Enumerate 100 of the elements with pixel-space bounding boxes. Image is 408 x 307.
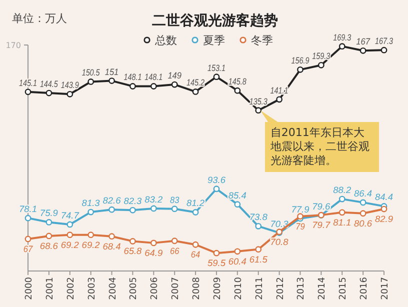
data-label: 151 xyxy=(104,66,120,77)
point xyxy=(234,248,241,255)
point xyxy=(24,88,32,96)
data-label: 77.9 xyxy=(291,204,310,214)
data-label: 83.2 xyxy=(144,194,163,204)
data-label: 69.2 xyxy=(82,240,100,250)
point xyxy=(66,90,74,98)
point xyxy=(380,46,388,54)
data-label: 64 xyxy=(190,250,201,260)
data-label: 82.9 xyxy=(375,214,393,224)
point xyxy=(46,90,52,96)
data-label: 145.2 xyxy=(186,78,210,88)
point xyxy=(66,221,74,228)
data-label: 143.9 xyxy=(60,80,84,90)
point xyxy=(192,241,199,248)
data-label: 67 xyxy=(23,244,34,254)
data-label: 80.6 xyxy=(354,218,372,228)
point xyxy=(88,208,94,216)
data-label: 144.5 xyxy=(40,79,62,90)
point xyxy=(130,206,136,214)
y-axis-title: 单位：万人 xyxy=(12,12,67,25)
data-label: 79.6 xyxy=(312,201,330,212)
point xyxy=(213,250,220,256)
data-label: 153.1 xyxy=(207,62,230,73)
point xyxy=(234,87,241,94)
point xyxy=(130,238,136,244)
point xyxy=(130,83,136,90)
text: 170 xyxy=(6,41,21,50)
data-label: 65.8 xyxy=(124,246,142,256)
point xyxy=(171,81,178,88)
x-tick-label: 2006 xyxy=(150,276,160,300)
data-label: 59.5 xyxy=(207,258,226,268)
point xyxy=(338,209,346,216)
data-label: 135.3 xyxy=(249,96,272,106)
x-tick-label: 2012 xyxy=(276,277,286,300)
data-label: 81.3 xyxy=(82,198,100,208)
data-label: 148.1 xyxy=(144,72,168,82)
data-label: 70.8 xyxy=(270,236,288,247)
x-tick-label: 2002 xyxy=(66,277,76,300)
x-tick-label: 2007 xyxy=(171,277,182,300)
legend-label: 夏季 xyxy=(203,34,225,47)
point xyxy=(255,246,262,253)
data-label: 82.3 xyxy=(124,196,142,206)
x-tick-label: 2013 xyxy=(296,277,307,300)
point xyxy=(108,78,115,84)
point xyxy=(192,209,199,216)
x-tick-label: 2001 xyxy=(45,277,56,300)
point xyxy=(88,232,94,238)
point xyxy=(24,236,32,242)
data-label: 167.3 xyxy=(375,36,398,46)
x-tick-label: 2014 xyxy=(318,276,328,300)
point xyxy=(192,88,199,95)
data-label: 86.4 xyxy=(354,188,372,198)
x-tick-label: 2000 xyxy=(24,276,34,300)
x-tick-label: 2015 xyxy=(338,277,349,300)
point xyxy=(213,186,220,192)
data-label: 68.6 xyxy=(40,240,58,251)
point xyxy=(255,222,262,230)
data-label: 61.5 xyxy=(249,254,268,264)
x-tick-label: 2010 xyxy=(234,276,244,300)
data-label: 79 xyxy=(296,221,306,232)
point xyxy=(171,206,178,212)
point xyxy=(150,83,157,90)
data-label: 84.4 xyxy=(375,192,393,202)
point xyxy=(234,201,241,208)
data-label: 169.3 xyxy=(333,32,356,42)
point xyxy=(360,199,366,206)
data-label: 78.1 xyxy=(19,204,37,214)
data-label: 85.4 xyxy=(228,190,246,200)
data-label: 66 xyxy=(170,246,180,256)
point xyxy=(255,107,262,114)
data-label: 149 xyxy=(168,70,183,81)
data-label: 81.1 xyxy=(333,217,352,228)
x-tick-label: 2003 xyxy=(87,277,98,300)
data-label: 93.6 xyxy=(207,174,226,185)
legend-label: 总数 xyxy=(154,34,177,47)
point xyxy=(108,233,115,240)
x-tick-label: 2011 xyxy=(254,277,265,300)
data-label: 73.8 xyxy=(249,212,268,222)
point xyxy=(46,219,52,226)
x-tick-label: 2016 xyxy=(360,276,370,300)
point xyxy=(380,206,388,212)
data-label: 69.2 xyxy=(60,240,79,250)
point xyxy=(24,214,32,222)
data-label: 156.9 xyxy=(291,56,314,66)
data-label: 64.9 xyxy=(144,248,163,258)
annotation: 自2011年东日本大地震以来，二世谷观光游客陡增。 xyxy=(265,122,380,172)
point xyxy=(318,62,324,68)
x-tick-label: 2009 xyxy=(212,276,223,300)
chart-title: 二世谷观光游客趋势 xyxy=(152,12,278,29)
data-label: 74.7 xyxy=(60,210,80,220)
data-label: 167 xyxy=(356,36,372,47)
point xyxy=(297,66,304,73)
legend-label: 冬季 xyxy=(251,34,273,47)
point xyxy=(360,47,366,54)
data-label: 79.7 xyxy=(312,220,332,230)
point xyxy=(276,96,282,103)
x-tick-label: 2008 xyxy=(192,276,202,300)
x-tick-label: 2004 xyxy=(108,276,118,300)
point xyxy=(360,210,366,217)
